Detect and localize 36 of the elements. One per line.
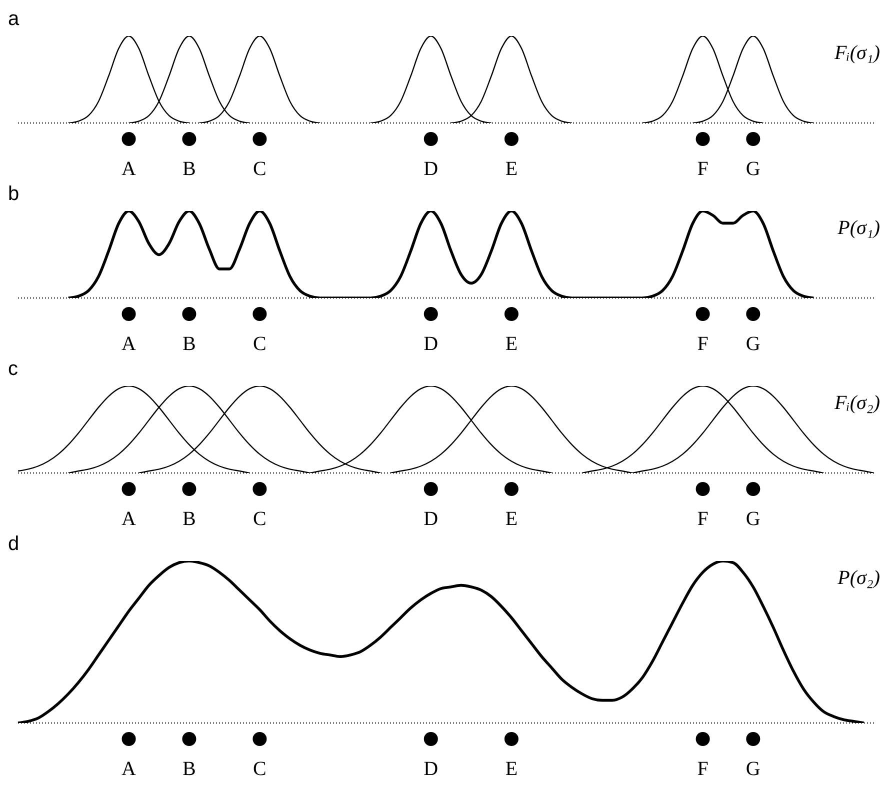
x-tick-label: B bbox=[182, 758, 196, 780]
chart-title: a bbox=[8, 8, 20, 31]
x-tick-label: C bbox=[253, 508, 266, 530]
x-tick-label: C bbox=[253, 333, 266, 355]
x-tick-label: F bbox=[697, 508, 708, 530]
x-tick-label: E bbox=[505, 758, 518, 780]
x-tick-label: A bbox=[122, 158, 137, 180]
x-tick-label: D bbox=[424, 758, 438, 780]
chart-title: b bbox=[8, 183, 20, 206]
x-tick-label: E bbox=[505, 508, 518, 530]
annotation: Fᵢ(σ₁) bbox=[834, 42, 880, 65]
annotation: Fᵢ(σ₂) bbox=[834, 392, 880, 415]
x-tick-label: A bbox=[122, 758, 137, 780]
x-tick-label: A bbox=[122, 508, 137, 530]
x-tick-label: D bbox=[424, 333, 438, 355]
x-tick-label: G bbox=[746, 758, 760, 780]
x-tick-label: G bbox=[746, 158, 760, 180]
chart-title: d bbox=[8, 533, 20, 556]
annotation: P(σ₂) bbox=[838, 567, 880, 590]
x-tick-label: F bbox=[697, 758, 708, 780]
x-tick-label: B bbox=[182, 158, 196, 180]
x-tick-label: E bbox=[505, 158, 518, 180]
chart-title: c bbox=[8, 358, 18, 381]
x-tick-label: F bbox=[697, 158, 708, 180]
x-tick-label: C bbox=[253, 158, 266, 180]
x-tick-label: A bbox=[122, 333, 137, 355]
x-tick-label: B bbox=[182, 508, 196, 530]
x-tick-label: D bbox=[424, 508, 438, 530]
annotation: P(σ₁) bbox=[838, 217, 880, 240]
x-tick-label: F bbox=[697, 333, 708, 355]
x-tick-label: B bbox=[182, 333, 196, 355]
x-tick-label: E bbox=[505, 333, 518, 355]
x-tick-label: G bbox=[746, 333, 760, 355]
x-tick-label: G bbox=[746, 508, 760, 530]
x-tick-label: D bbox=[424, 158, 438, 180]
x-tick-label: C bbox=[253, 758, 266, 780]
